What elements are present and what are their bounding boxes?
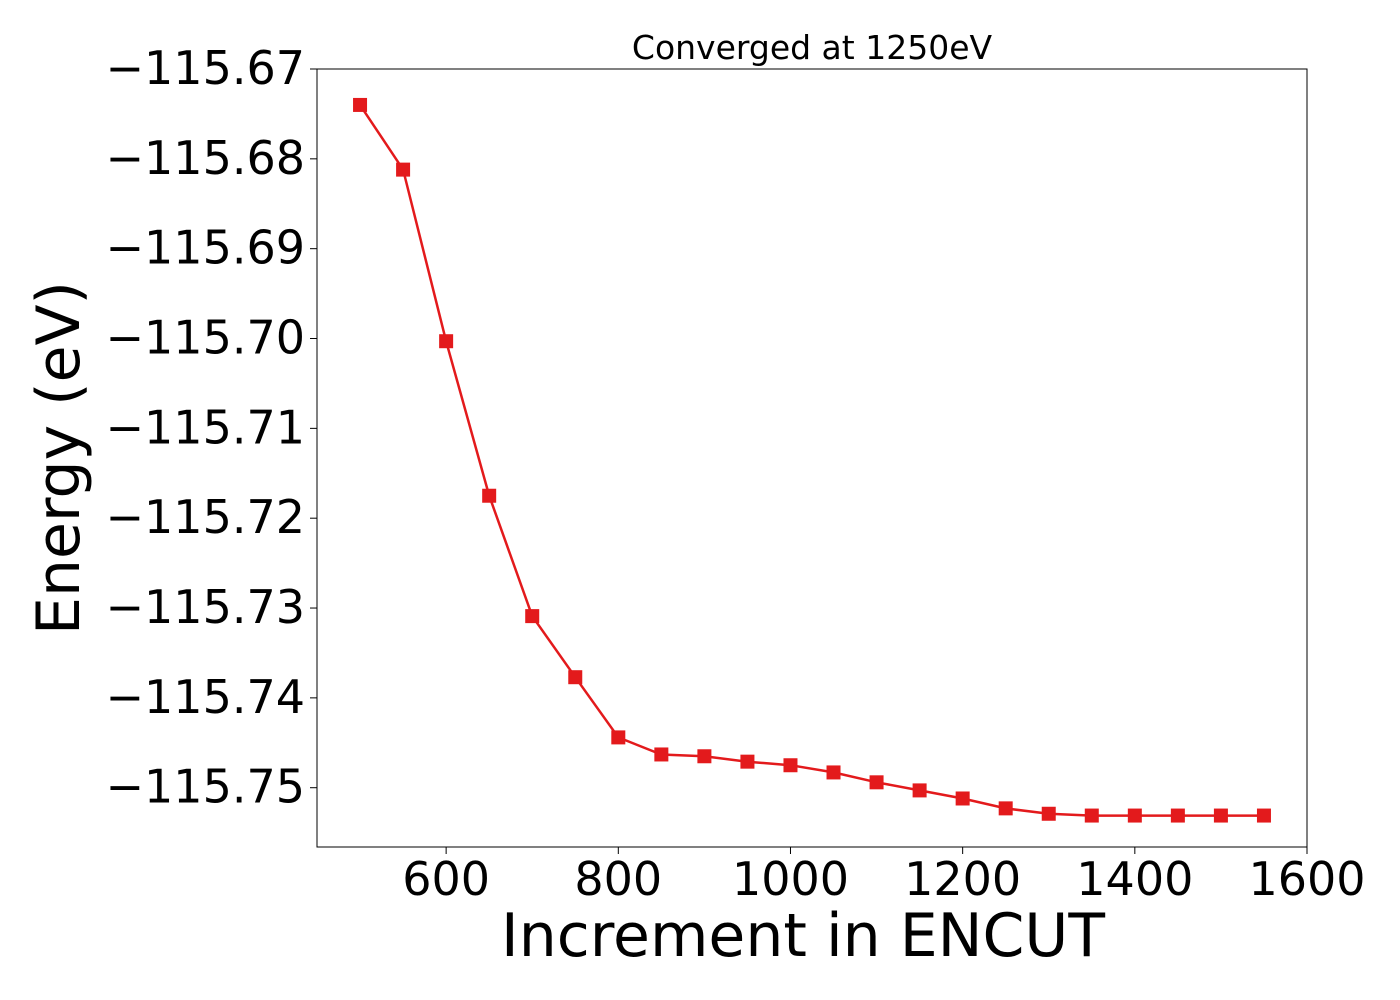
series-line — [358, 104, 1264, 817]
y-tick-label: −115.69 — [106, 221, 306, 275]
data-point — [482, 488, 497, 503]
y-tick-label: −115.72 — [106, 490, 306, 544]
data-point — [353, 97, 368, 112]
x-tick-label: 1400 — [1076, 852, 1193, 906]
y-tick-label: −115.73 — [106, 580, 306, 634]
data-point — [826, 765, 841, 780]
x-tick-label: 1000 — [732, 852, 849, 906]
data-point — [1256, 808, 1271, 823]
data-point — [955, 791, 970, 806]
chart-title: Converged at 1250eV — [632, 28, 993, 67]
x-axis-label: Increment in ENCUT — [501, 901, 1105, 971]
x-tick-label: 1200 — [904, 852, 1021, 906]
data-point — [439, 334, 454, 349]
data-point — [611, 730, 626, 745]
data-point — [1041, 806, 1056, 821]
y-tick-label: −115.67 — [106, 41, 306, 95]
data-point — [396, 162, 411, 177]
y-axis-label: Energy (eV) — [24, 281, 94, 635]
data-point — [525, 609, 540, 624]
data-point — [654, 747, 669, 762]
data-point — [697, 749, 712, 764]
y-tick-label: −115.75 — [106, 760, 306, 814]
data-point — [783, 758, 798, 773]
data-point — [1170, 808, 1185, 823]
data-point — [568, 670, 583, 685]
data-point — [869, 775, 884, 790]
plot-series — [353, 97, 1271, 823]
plot-frame — [316, 68, 1308, 848]
data-point — [740, 754, 755, 769]
y-axis: −115.67 −115.68 −115.69 −115.70 −115.71 −115.… — [106, 41, 317, 814]
data-point — [1213, 808, 1228, 823]
data-point — [1084, 808, 1099, 823]
y-tick-label: −115.74 — [106, 670, 306, 724]
y-tick-label: −115.68 — [106, 131, 306, 185]
x-tick-label: 600 — [402, 852, 490, 906]
y-tick-label: −115.70 — [106, 311, 306, 365]
x-tick-label: 800 — [574, 852, 662, 906]
data-point — [912, 783, 927, 798]
data-point — [998, 801, 1013, 816]
data-point — [1127, 808, 1142, 823]
x-axis: 600 800 1000 1200 1400 1600 — [402, 847, 1366, 906]
x-tick-label: 1600 — [1248, 852, 1365, 906]
y-tick-label: −115.71 — [106, 400, 306, 454]
